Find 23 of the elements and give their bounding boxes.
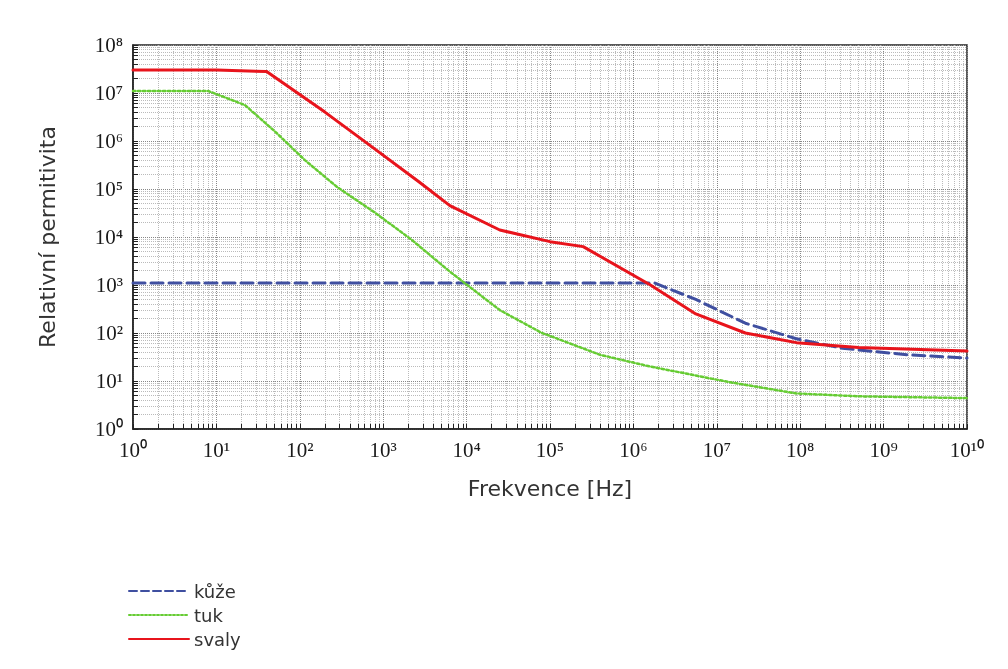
legend-label: tuk <box>194 604 224 626</box>
y-tick-label: 10¹ <box>95 369 123 393</box>
x-tick-label: 10⁷ <box>702 437 731 462</box>
y-tick-label: 10⁵ <box>94 177 123 201</box>
y-tick-label: 10⁴ <box>94 225 123 249</box>
x-tick-label: 10⁹ <box>869 437 898 462</box>
x-tick-label: 10¹⁰ <box>949 437 985 462</box>
legend-label: kůže <box>194 580 236 602</box>
y-tick-label: 10⁷ <box>94 81 123 105</box>
y-tick-label: 10⁸ <box>94 33 123 57</box>
x-tick-label: 10³ <box>369 437 397 462</box>
y-tick-label: 10³ <box>95 273 123 297</box>
x-tick-label: 10⁴ <box>452 437 481 462</box>
y-axis-title: Relativní permitivita <box>34 126 60 348</box>
y-tick-label: 10⁶ <box>94 129 123 153</box>
x-tick-label: 10⁶ <box>619 437 648 462</box>
x-tick-label: 10⁸ <box>786 437 815 462</box>
x-tick-label: 10² <box>286 437 314 462</box>
x-tick-label: 10⁵ <box>535 437 565 462</box>
x-tick-label: 10¹ <box>202 437 231 462</box>
x-axis-title: Frekvence [Hz] <box>467 475 633 501</box>
legend-label: svaly <box>194 628 242 650</box>
y-tick-label: 10² <box>95 321 123 345</box>
